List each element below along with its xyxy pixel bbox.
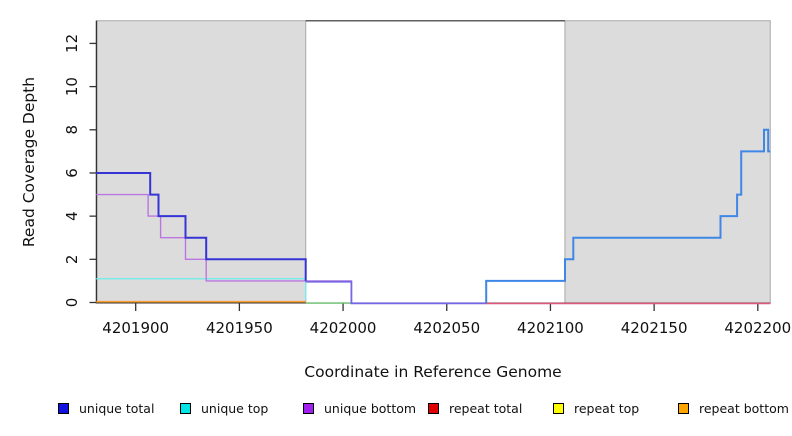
x-tick-label: 4202100 <box>517 319 584 337</box>
series-path-unique-total-left <box>96 172 307 281</box>
y-tick-label: 8 <box>63 125 81 135</box>
legend-swatch-icon <box>180 402 191 414</box>
right-shaded-region <box>564 20 771 304</box>
legend-item-unique-total: unique total <box>58 399 154 417</box>
x-tick-label: 4202000 <box>310 319 377 337</box>
legend: unique total unique top unique bottom repea… <box>0 399 792 425</box>
legend-swatch-icon <box>303 402 314 414</box>
legend-label: repeat total <box>449 400 523 416</box>
y-tick-label: 12 <box>63 34 81 53</box>
legend-swatch-icon <box>58 402 69 414</box>
x-tick-label: 4201950 <box>206 319 273 337</box>
legend-label: repeat top <box>574 400 640 416</box>
legend-label: unique top <box>201 400 269 416</box>
y-tick-label: 10 <box>63 77 81 96</box>
coverage-lines <box>96 128 771 305</box>
x-tick-label: 4201900 <box>102 319 169 337</box>
legend-swatch-icon <box>553 402 564 414</box>
x-tick-label: 4202150 <box>621 319 688 337</box>
legend-item-repeat-bottom: repeat bottom <box>678 399 789 417</box>
series-path-unique-total-right <box>485 128 771 303</box>
legend-item-unique-top: unique top <box>180 399 268 417</box>
x-tick-label: 4202050 <box>413 319 480 337</box>
legend-label: unique bottom <box>324 400 417 416</box>
legend-label: unique total <box>79 400 155 416</box>
x-axis-title: Coordinate in Reference Genome <box>304 363 561 381</box>
legend-label: repeat bottom <box>699 400 789 416</box>
y-tick-label: 2 <box>63 255 81 265</box>
y-tick-label: 6 <box>63 168 81 178</box>
y-axis-title: Read Coverage Depth <box>20 77 38 247</box>
shaded-regions <box>95 19 771 304</box>
left-shaded-region <box>95 20 307 304</box>
legend-swatch-icon <box>428 402 439 414</box>
x-tick-label: 4202200 <box>724 319 791 337</box>
series-path-unique-total-mid <box>305 280 487 305</box>
legend-item-repeat-top: repeat top <box>553 399 639 417</box>
y-tick-label: 0 <box>63 298 81 308</box>
legend-swatch-icon <box>678 402 689 414</box>
tick-labels: 0 2 4 6 8 10 12 4201900 4201950 4202000 4202050 420… <box>63 34 791 337</box>
y-tick-label: 4 <box>63 211 81 221</box>
legend-item-repeat-total: repeat total <box>428 399 522 417</box>
legend-item-unique-bottom: unique bottom <box>303 399 416 417</box>
